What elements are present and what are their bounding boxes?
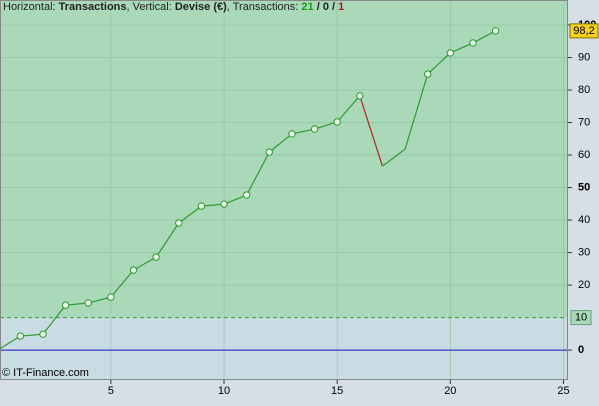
- segment: [450, 42, 474, 54]
- segment: [359, 95, 384, 167]
- count: 1: [338, 1, 345, 13]
- segment: [268, 133, 293, 153]
- y-tick-label: 50: [578, 181, 590, 193]
- point: [107, 293, 115, 301]
- point: [423, 70, 432, 78]
- point: [333, 118, 341, 126]
- value-badge: [569, 23, 599, 39]
- point: [220, 200, 228, 208]
- point: [129, 266, 138, 274]
- x-tick-label: 15: [331, 385, 343, 397]
- point: [175, 219, 183, 227]
- label: Horizontal:: [3, 1, 56, 13]
- segment: [291, 128, 315, 135]
- label: Transactions: [58, 1, 127, 13]
- segment: [178, 205, 202, 224]
- y-tick-label: 80: [578, 84, 590, 96]
- segment: [65, 302, 89, 306]
- segment: [427, 52, 451, 75]
- point: [39, 330, 47, 338]
- threshold-badge: [570, 310, 592, 326]
- point: [61, 301, 70, 309]
- point: [356, 92, 364, 100]
- point: [16, 332, 25, 340]
- value-label: 98,2: [573, 25, 594, 37]
- label: Devise (€): [174, 1, 227, 13]
- segment: [314, 121, 338, 130]
- point: [446, 49, 455, 57]
- segment: [336, 95, 361, 123]
- segment: [110, 269, 134, 298]
- x-tick-label: 25: [557, 385, 569, 397]
- point: [469, 39, 477, 47]
- segment: [42, 304, 67, 335]
- point: [242, 191, 251, 199]
- label: , Transactions:: [226, 1, 299, 13]
- segment: [20, 333, 44, 337]
- sep: /: [332, 1, 336, 13]
- y-tick-label: 40: [578, 214, 590, 226]
- point: [288, 130, 296, 138]
- point: [310, 125, 319, 133]
- x-tick-label: 20: [444, 385, 456, 397]
- threshold-label: 10: [575, 311, 587, 323]
- count: 21: [301, 1, 314, 13]
- lower-zone: [0, 317, 568, 380]
- y-tick-label: 70: [578, 116, 590, 128]
- footer: © IT-Finance.com: [2, 367, 89, 379]
- y-tick-label: 60: [578, 149, 590, 161]
- segment: [155, 222, 180, 258]
- point: [197, 202, 206, 210]
- segment: [223, 194, 247, 205]
- point: [265, 148, 273, 156]
- segment: [382, 148, 406, 167]
- y-tick-label: 90: [578, 51, 590, 63]
- count: 0: [322, 1, 329, 13]
- x-tick-label: 10: [218, 385, 230, 397]
- segment: [0, 335, 21, 350]
- label: , Vertical:: [126, 1, 172, 13]
- segment: [133, 256, 157, 271]
- upper-zone: [0, 0, 568, 318]
- segment: [472, 30, 496, 44]
- plot-border: [0, 0, 568, 380]
- point: [491, 27, 500, 35]
- y-tick-label: 30: [578, 246, 590, 258]
- x-tick-label: 5: [108, 385, 114, 397]
- y-tick-label: 0: [578, 344, 584, 356]
- point: [84, 299, 92, 307]
- y-tick-label: 20: [578, 279, 590, 291]
- point: [152, 253, 160, 261]
- header: Horizontal: Transactions, Vertical: Devi…: [3, 1, 344, 13]
- segment: [201, 203, 225, 207]
- segment: [404, 73, 429, 150]
- sep: /: [316, 1, 320, 13]
- segment: [88, 296, 112, 304]
- segment: [246, 151, 270, 196]
